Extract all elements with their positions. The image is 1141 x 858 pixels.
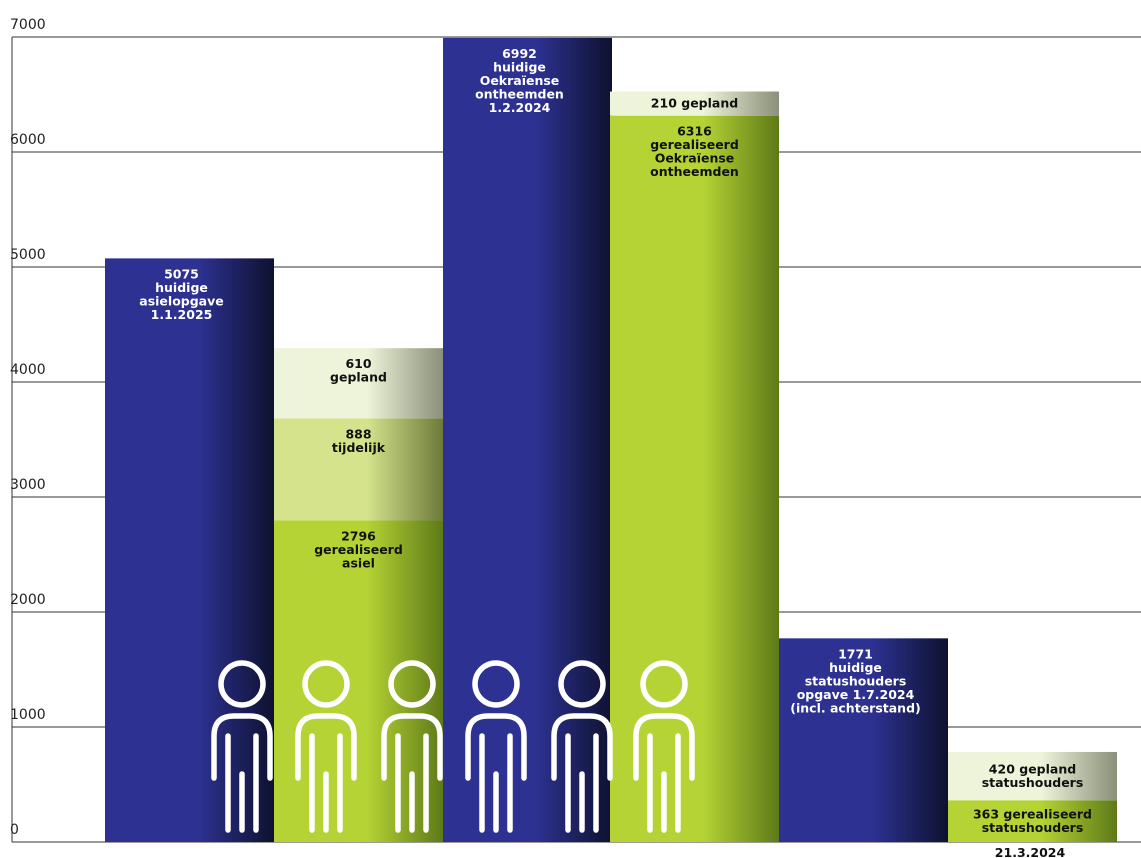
y-axis-ticks: 0 1000 2000 3000 4000 5000 6000 7000	[10, 17, 46, 838]
bar-label: 363 gerealiseerd statushouders	[973, 806, 1092, 835]
bars	[105, 37, 1117, 843]
person-icon	[381, 660, 443, 833]
person-icon	[465, 660, 527, 833]
bar-label: 6316 gerealiseerd Oekraïense ontheemden	[650, 124, 739, 180]
y-tick-label: 7000	[10, 17, 46, 33]
person-icon	[211, 660, 273, 833]
y-tick-label: 2000	[10, 592, 46, 608]
bar-segment-tijdelijk	[274, 418, 443, 521]
bar-segment-gepland	[274, 348, 443, 419]
person-icon	[633, 660, 695, 833]
bar-label: 2796 gerealiseerd asiel	[314, 528, 403, 570]
bar-segment-gepland	[610, 91, 779, 116]
y-tick-label: 6000	[10, 132, 46, 148]
bar-label: 5075 huidige asielopgave 1.1.2025	[139, 266, 223, 322]
people-figures	[211, 660, 695, 833]
bar-segment-gerealiseerd	[274, 520, 443, 842]
y-tick-label: 1000	[10, 707, 46, 723]
y-tick-label: 5000	[10, 247, 46, 263]
y-tick-label: 3000	[10, 477, 46, 493]
person-icon	[295, 660, 357, 833]
bar-segment-gepland	[948, 751, 1117, 801]
bar-label: 610 gepland	[330, 356, 387, 385]
y-tick-label: 4000	[10, 362, 46, 378]
date-annotation: 21.3.2024	[995, 845, 1066, 858]
y-tick-label: 0	[10, 822, 19, 838]
bar-segment-opgave	[105, 258, 274, 842]
bar-segment-gerealiseerd	[948, 800, 1117, 842]
bar-labels: 5075 huidige asielopgave 1.1.2025 2796 gereal…	[139, 46, 1092, 835]
person-icon	[551, 660, 613, 833]
bar-label: 1771 huidige statushouders opgave 1.7.2024(…	[790, 646, 920, 715]
bar-label: 210 gepland	[651, 96, 738, 111]
bar-label: 888 tijdelijk	[332, 426, 386, 455]
bar-segment-opgave	[443, 37, 612, 843]
bar-label: 420 gepland statushouders	[982, 761, 1084, 790]
bar-segment-opgave	[779, 638, 948, 842]
bar-label: 6992 huidige Oekraïense ontheemden 1.2.2024	[475, 46, 564, 115]
